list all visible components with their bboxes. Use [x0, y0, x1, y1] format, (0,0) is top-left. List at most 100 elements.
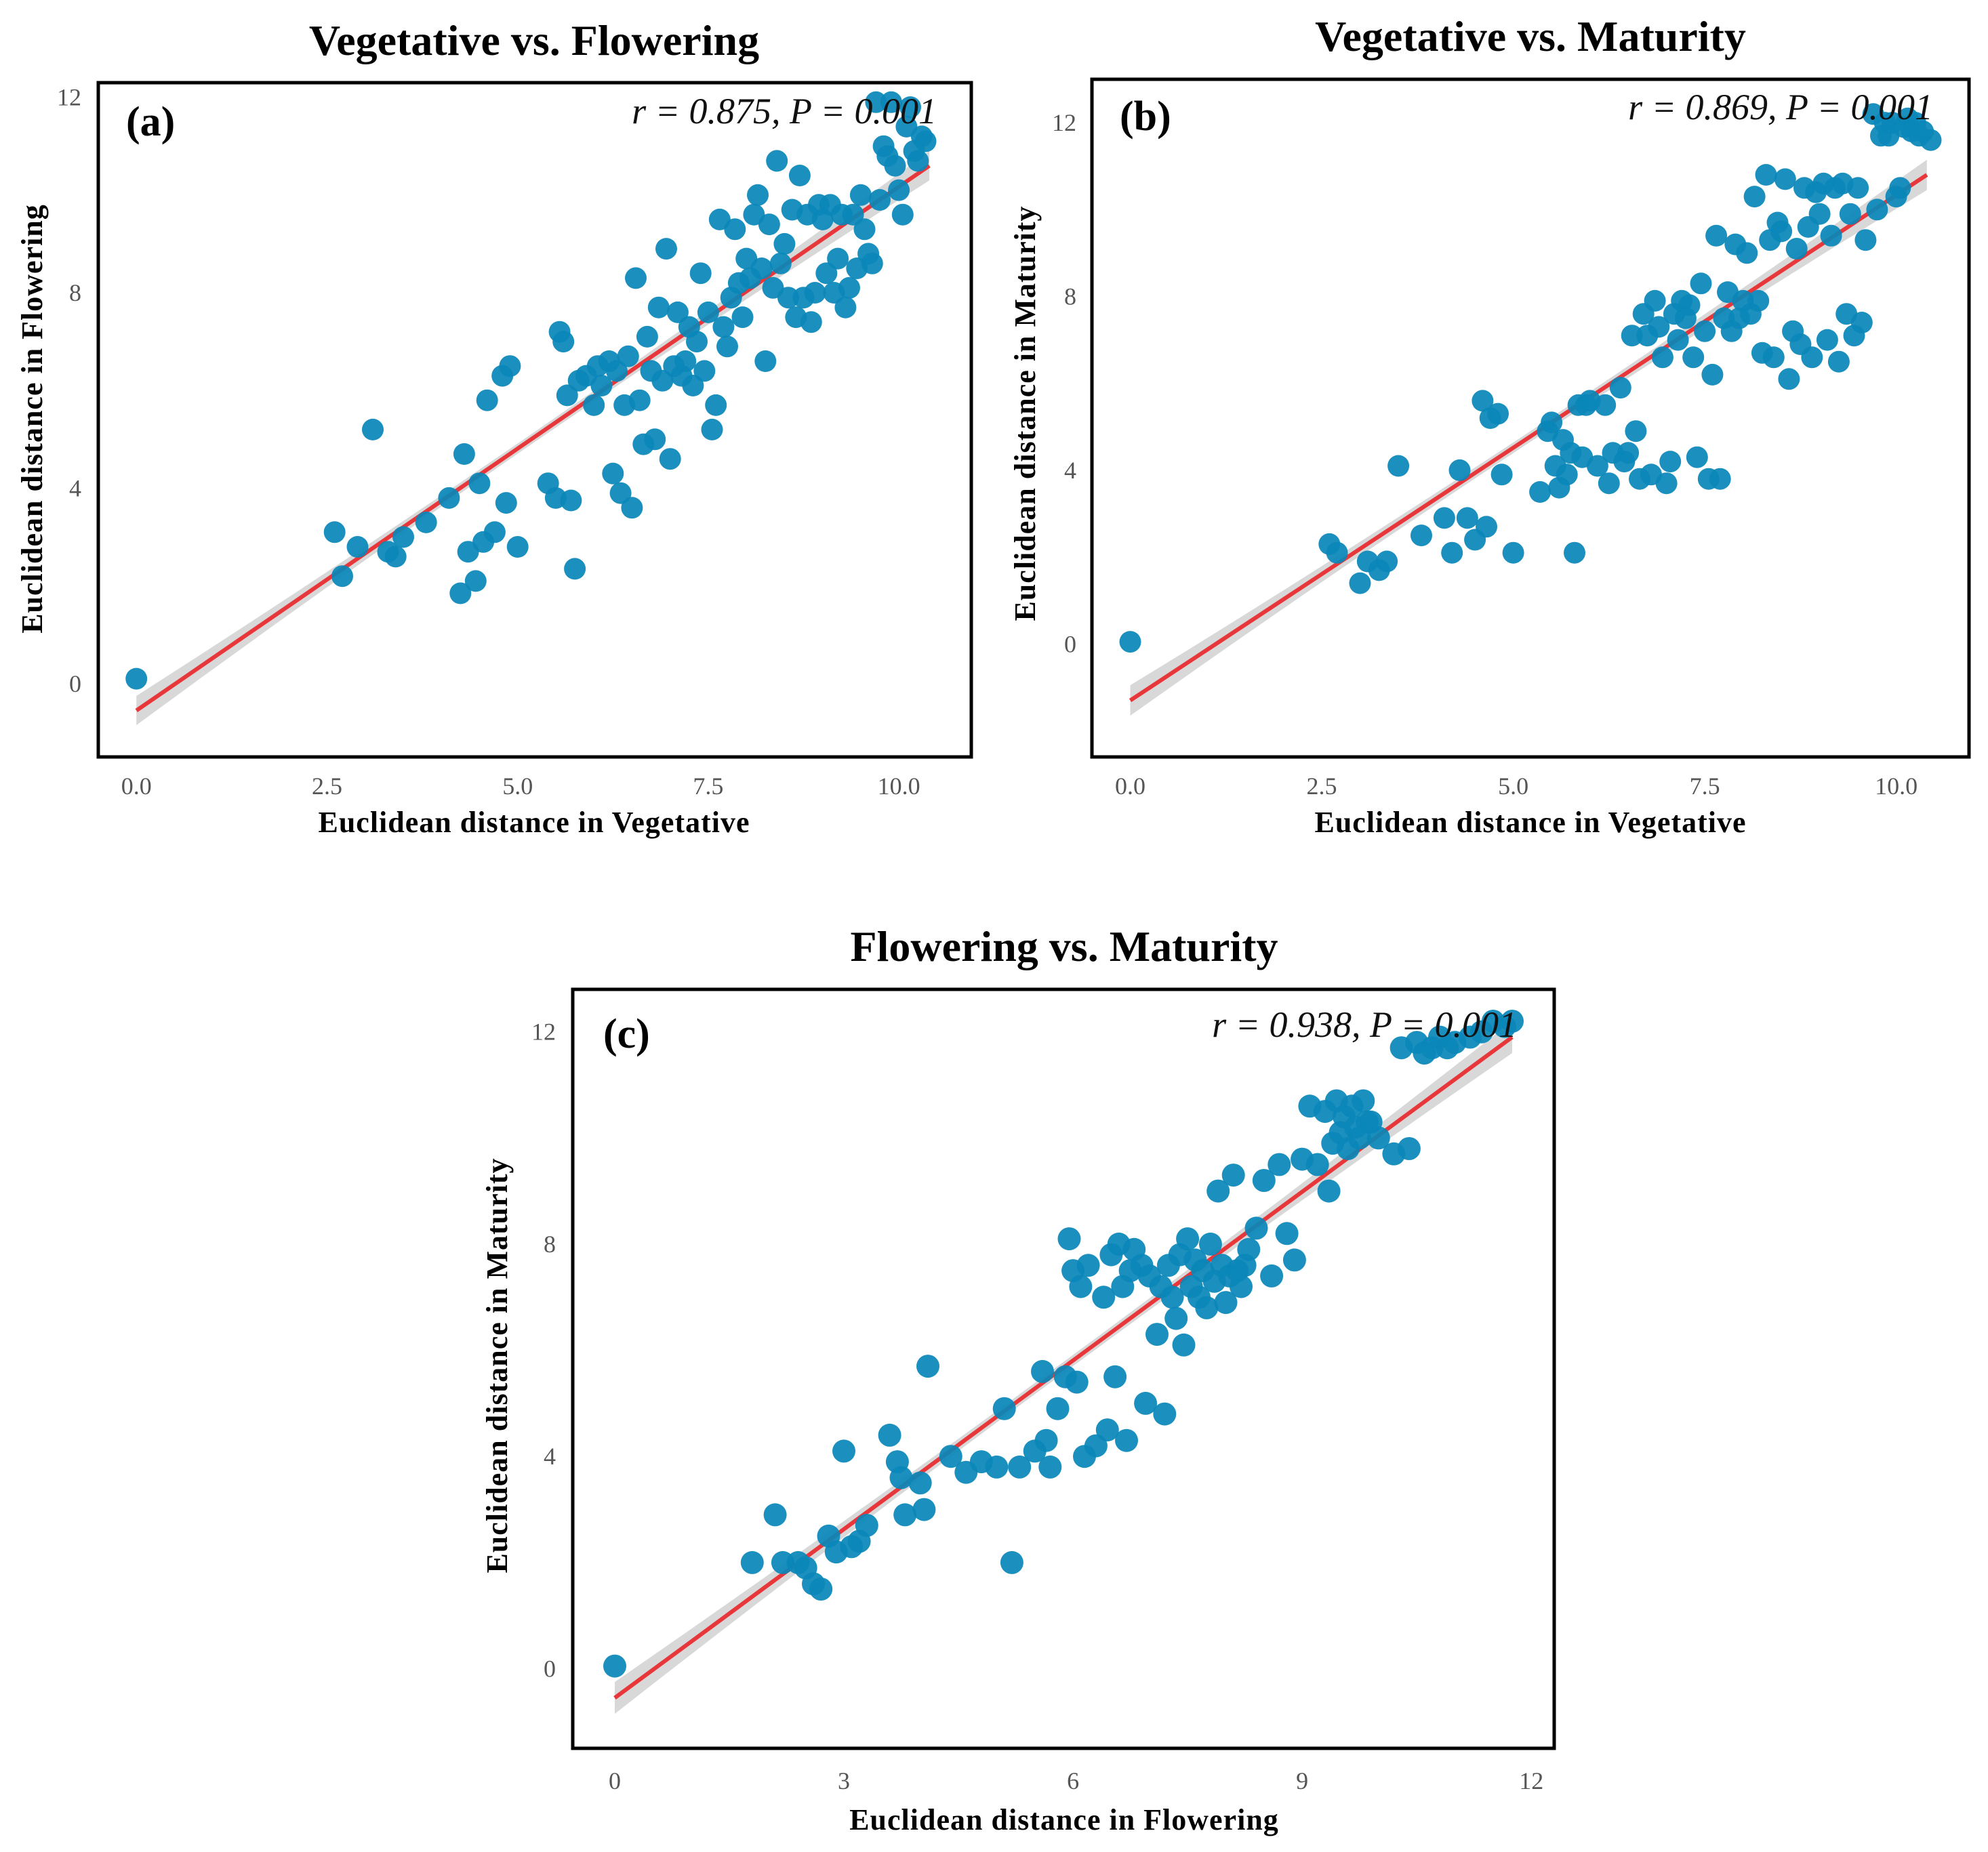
- scatter-point: [1366, 1126, 1390, 1150]
- chart-c-y-axis-label: Euclidean distance in Maturity: [481, 1157, 514, 1573]
- scatter-point: [1057, 1227, 1081, 1251]
- scatter-point: [766, 150, 788, 172]
- scatter-point: [1103, 1365, 1127, 1388]
- chart-a-ytick: 0: [69, 670, 81, 697]
- scatter-point: [1866, 199, 1888, 221]
- scatter-point: [731, 306, 754, 329]
- scatter-point: [1564, 541, 1585, 564]
- scatter-point: [1008, 1455, 1032, 1479]
- scatter-point: [1541, 411, 1563, 434]
- scatter-point: [800, 311, 822, 333]
- scatter-point: [1678, 294, 1701, 316]
- chart-b-points: [1119, 103, 1942, 653]
- scatter-point: [1069, 1275, 1093, 1298]
- scatter-point: [1920, 129, 1942, 151]
- scatter-point: [1237, 1237, 1261, 1261]
- scatter-point: [1487, 403, 1509, 425]
- scatter-point: [1690, 272, 1712, 295]
- scatter-point: [1655, 472, 1678, 495]
- scatter-point: [556, 384, 578, 407]
- chart-c-panel-label: (c): [603, 1011, 650, 1057]
- chart-b-x-axis-label: Euclidean distance in Vegetative: [1314, 806, 1746, 839]
- scatter-point: [659, 448, 681, 470]
- chart-b-ytick: 4: [1064, 457, 1076, 484]
- chart-c-stat-annotation: r = 0.938, P = 0.001: [1212, 1004, 1517, 1045]
- scatter-point: [323, 521, 346, 543]
- scatter-point: [392, 526, 414, 548]
- scatter-point: [1586, 455, 1608, 477]
- scatter-point: [1172, 1333, 1196, 1357]
- scatter-point: [1502, 541, 1524, 564]
- chart-a-xtick: 0.0: [121, 773, 152, 800]
- chart-a-frame: [96, 81, 973, 759]
- scatter-point: [1134, 1391, 1158, 1415]
- scatter-point: [716, 335, 738, 358]
- scatter-point: [724, 218, 746, 241]
- scatter-point: [763, 1503, 787, 1527]
- scatter-point: [907, 150, 929, 172]
- scatter-point: [834, 296, 857, 318]
- scatter-point: [1275, 1222, 1299, 1246]
- scatter-point: [449, 582, 472, 604]
- scatter-point: [1092, 1285, 1116, 1309]
- scatter-point: [617, 345, 639, 367]
- scatter-point: [1387, 455, 1410, 477]
- chart-b-xtick: 7.5: [1690, 773, 1720, 800]
- scatter-point: [1252, 1169, 1276, 1192]
- scatter-point: [855, 1514, 878, 1537]
- scatter-point: [1644, 289, 1666, 312]
- scatter-point: [869, 189, 891, 211]
- scatter-point: [628, 389, 651, 411]
- scatter-point: [865, 91, 887, 113]
- scatter-point: [1472, 390, 1494, 412]
- scatter-point: [1198, 1232, 1222, 1256]
- scatter-point: [809, 1578, 833, 1601]
- scatter-point: [849, 184, 872, 206]
- chart-a-points: [125, 91, 937, 690]
- scatter-point: [1076, 1254, 1100, 1277]
- scatter-point: [666, 301, 689, 323]
- scatter-point: [1038, 1455, 1062, 1479]
- scatter-point: [985, 1455, 1009, 1479]
- scatter-point: [655, 238, 677, 260]
- chart-c-xtick: 9: [1296, 1767, 1308, 1794]
- chart-b-xtick: 0.0: [1115, 773, 1145, 800]
- scatter-point: [899, 96, 921, 119]
- scatter-point: [1119, 631, 1141, 653]
- scatter-point: [636, 325, 658, 348]
- chart-c-xtick: 12: [1519, 1767, 1543, 1794]
- scatter-point: [1709, 468, 1731, 490]
- scatter-point: [1889, 177, 1911, 199]
- scatter-point: [1448, 459, 1471, 481]
- scatter-point: [1352, 1089, 1375, 1113]
- scatter-point: [1594, 394, 1617, 416]
- chart-b-panel-label: (b): [1120, 94, 1171, 140]
- chart-c-x-ticks: 0 3 6 9 12: [609, 1767, 1543, 1794]
- scatter-point: [1046, 1397, 1070, 1420]
- scatter-point: [1778, 368, 1800, 390]
- scatter-point: [1433, 507, 1455, 529]
- scatter-point: [552, 331, 575, 353]
- scatter-point: [1648, 316, 1670, 338]
- scatter-point: [1598, 472, 1620, 495]
- scatter-point: [1031, 1359, 1054, 1383]
- scatter-point: [602, 462, 624, 485]
- scatter-point: [1153, 1402, 1177, 1426]
- scatter-point: [605, 360, 628, 382]
- scatter-point: [689, 262, 712, 285]
- scatter-point: [331, 565, 353, 588]
- chart-a-x-ticks: 0.0 2.5 5.0 7.5 10.0: [121, 773, 920, 800]
- scatter-point: [1625, 420, 1647, 443]
- chart-c-ytick: 4: [544, 1443, 556, 1470]
- scatter-point: [884, 155, 906, 177]
- scatter-point: [992, 1397, 1016, 1420]
- scatter-point: [912, 1498, 936, 1521]
- scatter-point: [1490, 464, 1513, 486]
- scatter-point: [609, 482, 632, 504]
- scatter-point: [1349, 572, 1371, 594]
- scatter-point: [1034, 1428, 1058, 1452]
- chart-a-xtick: 10.0: [878, 773, 920, 800]
- scatter-point: [1686, 446, 1708, 468]
- scatter-point: [499, 355, 521, 377]
